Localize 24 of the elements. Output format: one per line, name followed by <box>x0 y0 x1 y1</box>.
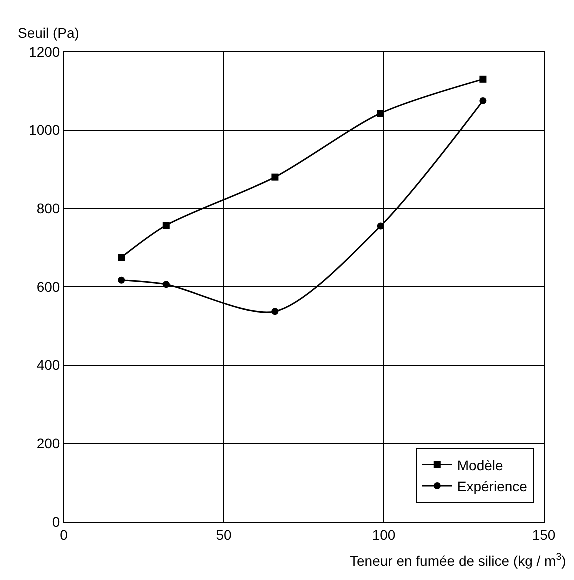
point <box>118 254 126 262</box>
y-tick-label: 0 <box>52 514 60 530</box>
y-axis-title: Seuil (Pa) <box>18 25 80 41</box>
y-tick-label: 400 <box>36 357 60 374</box>
x-axis-title: Teneur en fumée de silice (kg / m$^{3}$) <box>350 552 566 569</box>
x-tick-label: 50 <box>216 526 232 543</box>
y-tick-label: 1200 <box>29 44 60 60</box>
point <box>480 97 487 104</box>
y-tick-label: 600 <box>36 278 60 295</box>
y-tick-label: 1000 <box>29 122 60 138</box>
point <box>118 276 126 284</box>
y-tick-label: 200 <box>36 436 60 452</box>
point <box>162 281 170 288</box>
point <box>162 222 170 230</box>
x-tick-label: 100 <box>372 526 396 543</box>
legend-label: Modèle <box>457 457 504 474</box>
point <box>272 308 279 316</box>
y-tick-label: 800 <box>36 200 60 217</box>
legend-label: Expérience <box>457 478 528 494</box>
point <box>272 174 279 181</box>
point <box>377 222 384 230</box>
point <box>377 110 384 117</box>
x-tick-label: 150 <box>532 526 556 543</box>
point <box>480 76 487 83</box>
